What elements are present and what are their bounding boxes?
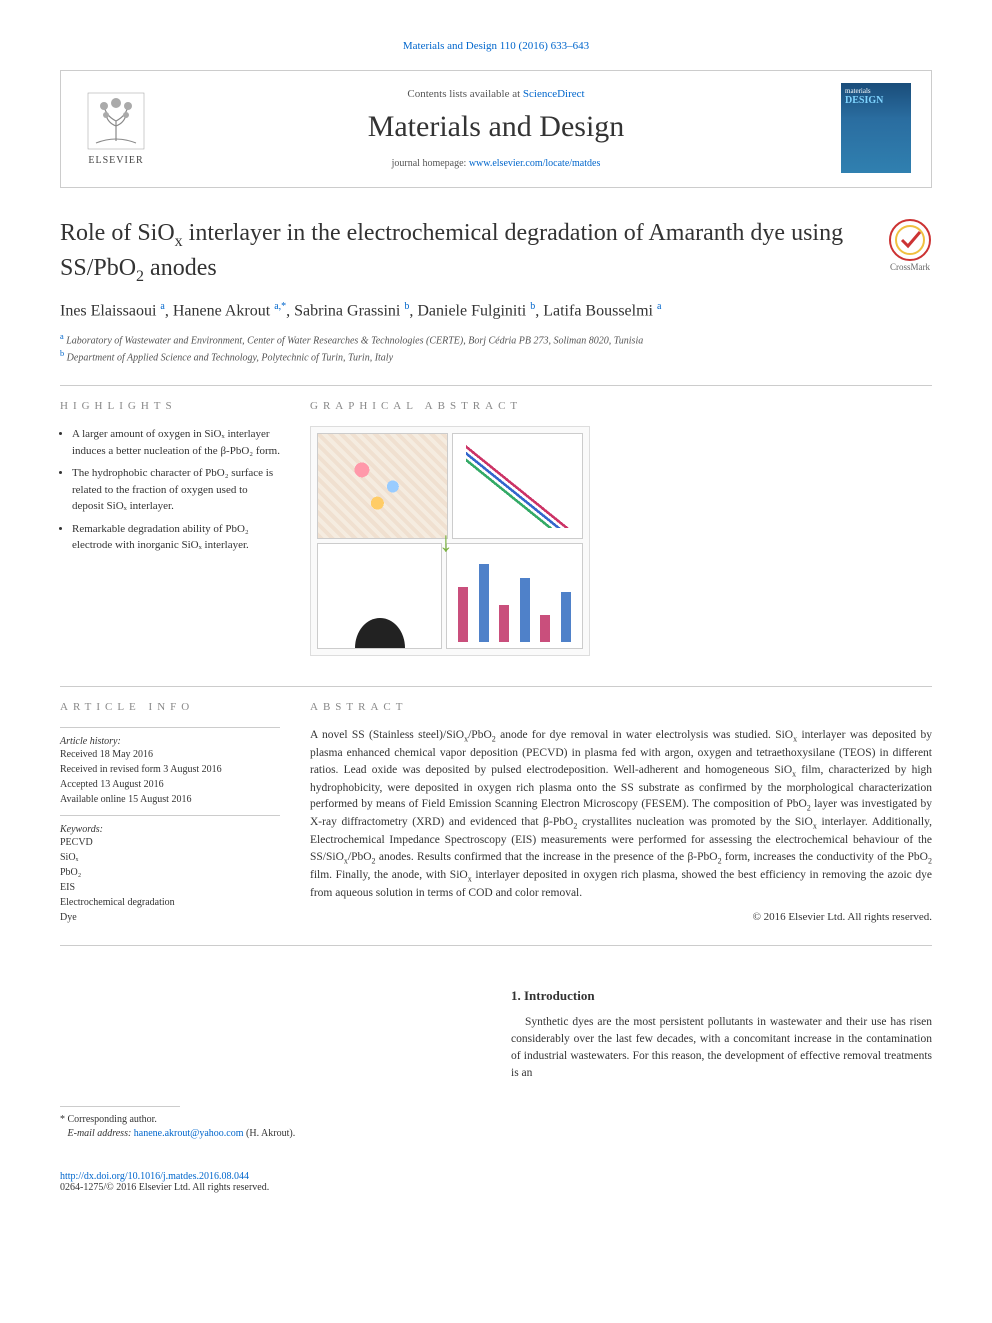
- crossmark-badge[interactable]: CrossMark: [888, 218, 932, 272]
- ga-bar: [540, 615, 550, 643]
- journal-reference: Materials and Design 110 (2016) 633–643: [60, 40, 932, 52]
- keyword-item: PbO₂: [60, 865, 280, 880]
- elsevier-logo: ELSEVIER: [81, 88, 151, 168]
- keyword-item: Dye: [60, 910, 280, 925]
- journal-name: Materials and Design: [171, 110, 821, 144]
- highlight-item: A larger amount of oxygen in SiOₓ interl…: [72, 426, 280, 459]
- article-history: Received 18 May 2016Received in revised …: [60, 747, 280, 807]
- ga-bar: [479, 564, 489, 642]
- keyword-item: Electrochemical degradation: [60, 895, 280, 910]
- keywords-list: PECVDSiOₓPbO₂EISElectrochemical degradat…: [60, 835, 280, 925]
- keyword-item: SiOₓ: [60, 850, 280, 865]
- keywords-label: Keywords:: [60, 824, 280, 835]
- issn-copyright: 0264-1275/© 2016 Elsevier Ltd. All right…: [60, 1182, 269, 1193]
- affiliations: a Laboratory of Wastewater and Environme…: [60, 331, 932, 366]
- article-title: Role of SiOx interlayer in the electroch…: [60, 218, 868, 287]
- history-line: Received in revised form 3 August 2016: [60, 762, 280, 777]
- ga-bar-chart-panel: [446, 543, 583, 649]
- journal-header: ELSEVIER Contents lists available at Sci…: [60, 70, 932, 188]
- elsevier-label: ELSEVIER: [88, 155, 143, 166]
- authors: Ines Elaissaoui a, Hanene Akrout a,*, Sa…: [60, 301, 932, 320]
- keyword-item: PECVD: [60, 835, 280, 850]
- ga-line-chart-panel: [452, 433, 583, 539]
- introduction-paragraph: Synthetic dyes are the most persistent p…: [511, 1014, 932, 1083]
- elsevier-tree-icon: [86, 91, 146, 151]
- down-arrow-icon: ↓: [439, 527, 453, 559]
- ga-bar: [458, 587, 468, 642]
- ga-bar: [499, 605, 509, 642]
- history-line: Available online 15 August 2016: [60, 792, 280, 807]
- introduction-heading: 1. Introduction: [511, 986, 932, 1006]
- graphical-abstract-heading: GRAPHICAL ABSTRACT: [310, 400, 932, 412]
- sciencedirect-link[interactable]: ScienceDirect: [523, 88, 585, 100]
- ga-droplet-panel: [317, 543, 442, 649]
- ga-schematic-panel: [317, 433, 448, 539]
- journal-homepage: journal homepage: www.elsevier.com/locat…: [171, 158, 821, 169]
- contents-available: Contents lists available at ScienceDirec…: [171, 88, 821, 100]
- ga-bar: [520, 578, 530, 642]
- abstract-text: A novel SS (Stainless steel)/SiOx/PbO2 a…: [310, 727, 932, 901]
- highlight-item: Remarkable degradation ability of PbO₂ e…: [72, 521, 280, 554]
- corresponding-author: * Corresponding author. E-mail address: …: [60, 1113, 481, 1141]
- doi-link[interactable]: http://dx.doi.org/10.1016/j.matdes.2016.…: [60, 1171, 249, 1182]
- crossmark-icon: [888, 218, 932, 262]
- ga-bar: [561, 592, 571, 643]
- abstract-heading: ABSTRACT: [310, 701, 932, 713]
- abstract-copyright: © 2016 Elsevier Ltd. All rights reserved…: [310, 911, 932, 923]
- corresponding-email-link[interactable]: hanene.akrout@yahoo.com: [134, 1128, 244, 1139]
- highlights-list: A larger amount of oxygen in SiOₓ interl…: [60, 426, 280, 554]
- homepage-link[interactable]: www.elsevier.com/locate/matdes: [469, 158, 601, 169]
- article-info-heading: ARTICLE INFO: [60, 701, 280, 713]
- keyword-item: EIS: [60, 880, 280, 895]
- highlights-heading: HIGHLIGHTS: [60, 400, 280, 412]
- article-history-label: Article history:: [60, 736, 280, 747]
- history-line: Received 18 May 2016: [60, 747, 280, 762]
- page-footer: http://dx.doi.org/10.1016/j.matdes.2016.…: [60, 1171, 932, 1193]
- highlight-item: The hydrophobic character of PbO₂ surfac…: [72, 465, 280, 515]
- graphical-abstract-figure: ↓: [310, 426, 590, 656]
- journal-cover-thumb: materials DESIGN: [841, 83, 911, 173]
- history-line: Accepted 13 August 2016: [60, 777, 280, 792]
